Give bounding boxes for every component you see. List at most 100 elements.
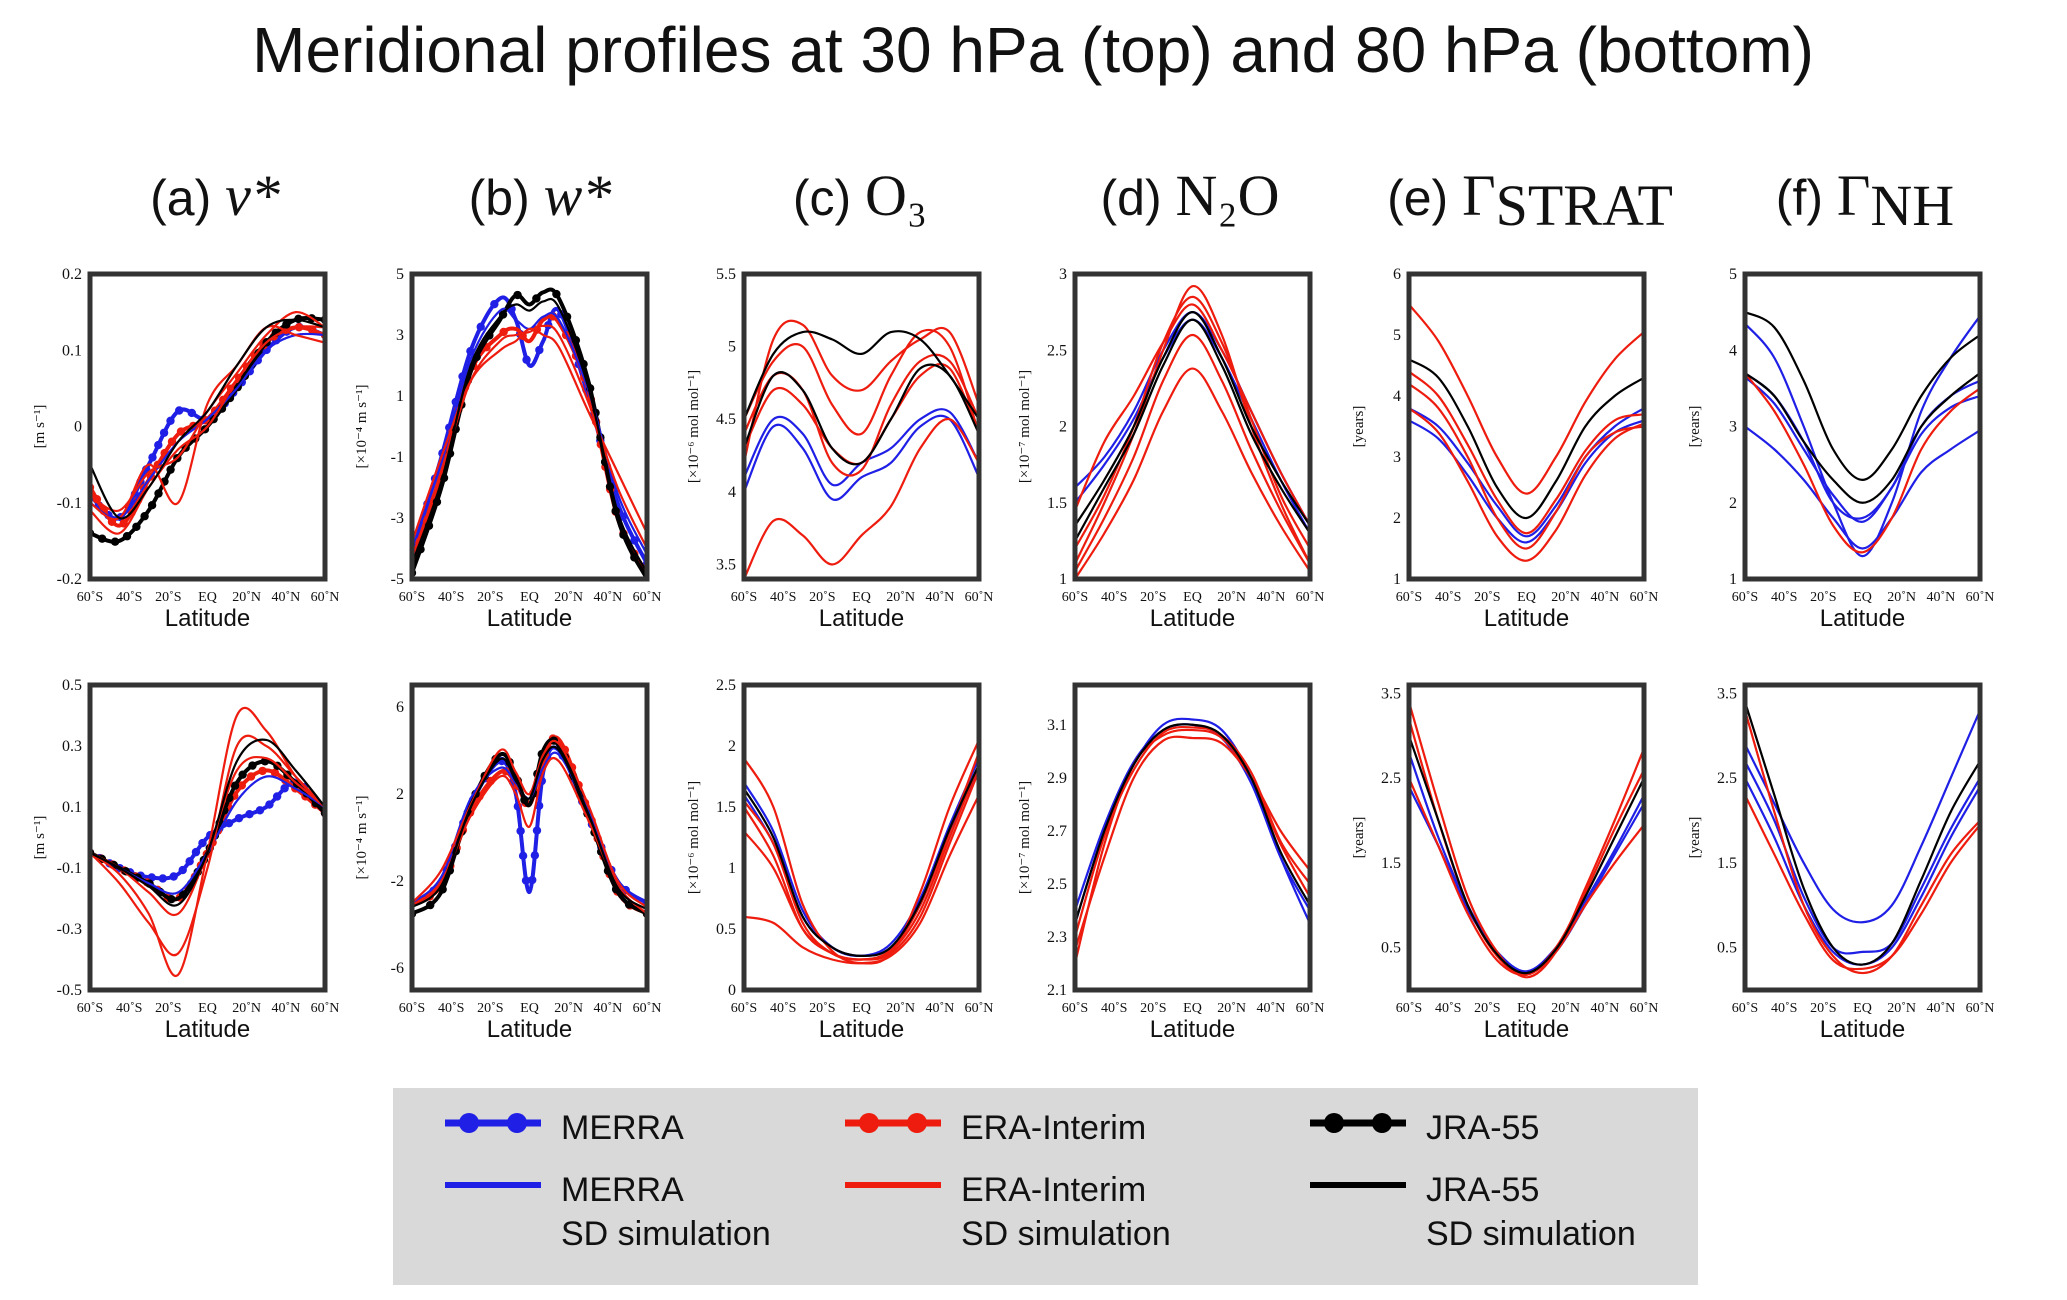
x-tick-label: 20˚N (886, 1001, 915, 1016)
legend-dot (459, 1113, 479, 1133)
legend-swatch-era-interim (843, 1106, 943, 1140)
x-tick-label: 60˚N (311, 590, 340, 605)
y-axis-label: [×10⁻⁴ m s⁻¹] (354, 795, 370, 879)
panel-title-text: (c) O₃ (793, 163, 927, 228)
x-tick-label: 40˚N (1590, 1001, 1619, 1016)
chart-b-top: 5 3 1 -1 -3 -5 60˚S 40˚S 20˚S EQ 20˚N 40˚N 60˚N Latit… (354, 266, 661, 632)
series-dot-merra (630, 536, 639, 545)
series-line-era-interim-sd-simulation (1075, 285, 1310, 565)
x-axis-label: Latitude (487, 1016, 572, 1043)
x-axis-label: Latitude (819, 1016, 904, 1043)
series-dot-era-interim (258, 766, 267, 776)
plot-frame (741, 271, 982, 582)
series-dot-jra-55 (140, 512, 149, 521)
series-line-jra-55-sd-simulation (1745, 372, 1980, 504)
legend-label-era-interim-sd: ERA-Interim SD simulation (961, 1171, 1171, 1253)
y-tick-label: 3 (1059, 266, 1067, 283)
y-tick-label: -6 (391, 960, 404, 977)
chart-f-bottom: 3.5 2.5 1.5 0.5 60˚S 40˚S 20˚S EQ 20˚N 40˚N 60˚N La… (1687, 682, 1995, 1043)
series-line-jra-55-sd-simulation (1075, 723, 1310, 925)
y-tick-label: -5 (391, 571, 404, 588)
series-dot-era-interim (119, 519, 128, 528)
plot-frame (409, 271, 650, 582)
x-tick-label: 60˚N (311, 1001, 340, 1016)
y-tick-label: -3 (391, 510, 404, 527)
plot-frame (1406, 682, 1647, 993)
legend-swatch-graphic (445, 1113, 541, 1133)
x-tick-label: 60˚S (1396, 590, 1422, 605)
x-tick-label: 40˚N (593, 1001, 622, 1016)
series-line-jra-55-sd-simulation (1745, 311, 1980, 481)
y-tick-label: -0.1 (57, 860, 82, 877)
chart-c-bottom: 2.5 2 1.5 1 0.5 0 60˚S 40˚S 20˚S EQ 20˚N 40˚N 60˚N La… (686, 677, 993, 1043)
y-tick-label: 1 (728, 860, 736, 877)
legend-item-merra-sd: MERRA SD simulation (443, 1168, 771, 1256)
x-tick-label: 20˚S (1810, 590, 1836, 605)
x-tick-label: 20˚S (809, 590, 835, 605)
x-tick-label: EQ (520, 1001, 539, 1016)
y-tick-label: 1.5 (1381, 855, 1401, 872)
panel-letter: (e) (1387, 170, 1462, 226)
plot-frame (409, 682, 650, 993)
series-dot-merra (265, 800, 274, 809)
y-tick-label: 1 (1729, 571, 1737, 588)
series-dot-jra-55 (147, 500, 157, 510)
series-line-era-interim-sd-simulation (1409, 303, 1644, 495)
x-tick-label: 60˚N (633, 1001, 662, 1016)
panel-letter: (f) (1776, 170, 1837, 226)
panel-title-b: (b) w* (469, 163, 612, 228)
series-line-merra-sd-simulation (1745, 425, 1980, 550)
series-line-era-interim-sd-simulation (1075, 725, 1310, 938)
legend-label-jra-55-sd: JRA-55 SD simulation (1426, 1171, 1636, 1253)
y-tick-label: 0.1 (62, 799, 82, 816)
series-line-era-interim-sd-simulation (412, 756, 647, 915)
y-tick-label: 4 (1393, 388, 1401, 405)
y-tick-label: 2.1 (1047, 982, 1067, 999)
series-dot-jra-55 (552, 289, 561, 299)
chart-d-top: 3 2.5 2 1.5 1 60˚S 40˚S 20˚S EQ 20˚N 40˚N 60˚N Latit… (1017, 266, 1324, 632)
y-tick-label: 6 (1393, 266, 1401, 283)
y-tick-label: 1.5 (1047, 495, 1067, 512)
y-tick-label: -0.1 (57, 495, 82, 512)
x-tick-label: 40˚N (1256, 590, 1285, 605)
x-tick-label: 60˚N (1966, 1001, 1995, 1016)
plot-frame (1072, 682, 1313, 993)
panel-title-a: (a) v* (150, 163, 280, 228)
x-tick-label: EQ (1517, 590, 1536, 605)
y-tick-label: 4 (1729, 342, 1737, 359)
series-line-era-interim-sd-simulation (744, 769, 979, 961)
x-axis-label: Latitude (1150, 1016, 1235, 1043)
y-tick-label: 2 (1729, 495, 1737, 512)
series-line-era-interim-sd-simulation (90, 734, 325, 957)
series-group (90, 706, 325, 978)
series-dot-merra (522, 355, 531, 364)
x-tick-label: 20˚N (1551, 1001, 1580, 1016)
series-line-jra-55-sd-simulation (744, 363, 979, 466)
series-line-era-interim-sd-simulation (1075, 367, 1310, 579)
x-tick-label: 60˚S (731, 590, 757, 605)
series-line-jra-55-sd-simulation (90, 738, 325, 907)
x-tick-label: 20˚S (809, 1001, 835, 1016)
series-dot-merra (187, 408, 197, 418)
y-axis-label: [×10⁻⁷ mol mol⁻¹] (1017, 370, 1033, 483)
y-tick-label: 2 (1393, 510, 1401, 527)
chart-e-top: 6 5 4 3 2 1 60˚S 40˚S 20˚S EQ 20˚N 40˚N 60˚N Latitude… (1351, 266, 1658, 632)
x-axis-label: Latitude (487, 605, 572, 632)
y-tick-label: 0.2 (62, 266, 82, 283)
series-dot-merra (518, 851, 528, 861)
series-group (90, 311, 325, 546)
plot-frame (87, 271, 328, 582)
series-dot-merra (521, 876, 531, 885)
panel-title-text: (a) v* (150, 163, 280, 228)
series-dot-merra (516, 826, 525, 836)
x-tick-label: 20˚N (1217, 1001, 1246, 1016)
x-tick-label: 20˚S (155, 590, 181, 605)
x-tick-label: 60˚S (731, 1001, 757, 1016)
panel-title-d: (d) N₂O (1101, 163, 1280, 228)
series-dot-merra (528, 875, 537, 885)
series-group (1409, 303, 1644, 562)
legend-label-jra-55: JRA-55 (1426, 1109, 1540, 1147)
series-line-merra-sd-simulation (1745, 376, 1980, 523)
panel-letter: (a) (150, 170, 225, 226)
